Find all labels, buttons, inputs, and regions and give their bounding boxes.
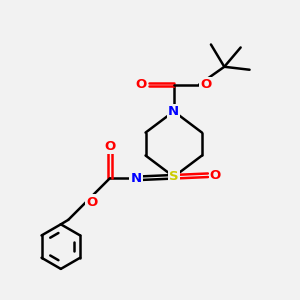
Text: O: O: [210, 169, 221, 182]
Text: O: O: [104, 140, 116, 153]
Text: N: N: [130, 172, 142, 185]
Text: O: O: [200, 78, 211, 91]
Text: O: O: [136, 78, 147, 91]
Text: O: O: [86, 196, 98, 208]
Text: S: S: [169, 170, 178, 183]
Text: N: N: [168, 105, 179, 118]
